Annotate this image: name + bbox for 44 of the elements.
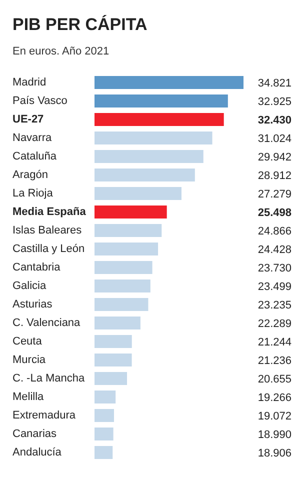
chart-title: PIB PER CÁPITA [12, 14, 148, 34]
data-label: 19.072 [258, 410, 292, 422]
data-label: 27.279 [258, 188, 292, 200]
data-label: 32.430 [258, 114, 292, 126]
y-tick-label: Madrid [12, 76, 46, 88]
y-tick-label: Canarias [12, 428, 58, 440]
y-tick-label: La Rioja [12, 188, 54, 200]
data-label: 23.730 [258, 262, 292, 274]
data-label: 22.289 [258, 318, 292, 330]
data-label: 23.499 [258, 281, 292, 293]
data-label: 23.235 [258, 300, 292, 312]
y-tick-label: Navarra [12, 132, 53, 144]
data-label: 25.498 [258, 207, 292, 219]
y-tick-label: Cataluña [12, 150, 58, 162]
data-label: 18.990 [258, 429, 292, 441]
y-tick-label: Islas Baleares [12, 224, 82, 236]
y-tick-label: UE-27 [12, 114, 44, 126]
y-tick-label: Galicia [12, 280, 48, 292]
y-tick-label: Extremadura [12, 410, 76, 422]
data-label: 19.266 [258, 392, 292, 404]
data-label: 31.024 [258, 133, 292, 145]
y-tick-label: C. -La Mancha [12, 372, 86, 384]
y-tick-label: Asturias [12, 298, 53, 310]
chart-subtitle: En euros. Año 2021 [12, 46, 110, 58]
data-label: 24.866 [258, 226, 292, 238]
data-label: 29.942 [258, 152, 292, 164]
data-label: 21.244 [258, 336, 292, 348]
y-tick-label: Media España [12, 206, 87, 218]
y-tick-label: Melilla [12, 391, 45, 403]
data-label: 28.912 [258, 170, 292, 182]
y-tick-label: Castilla y León [12, 243, 85, 255]
data-label: 24.428 [258, 244, 292, 256]
data-label: 21.236 [258, 355, 292, 367]
data-label: 32.925 [258, 96, 292, 108]
y-tick-label: Cantabria [12, 262, 62, 274]
y-tick-label: Ceuta [12, 336, 43, 348]
y-tick-label: Andalucía [12, 446, 62, 458]
data-label: 18.906 [258, 448, 292, 460]
data-label: 34.821 [258, 78, 292, 90]
y-tick-label: C. Valenciana [12, 317, 82, 329]
y-tick-label: Murcia [12, 354, 46, 366]
y-tick-label: Aragón [12, 169, 48, 181]
data-label: 20.655 [258, 374, 292, 386]
y-tick-label: País Vasco [12, 95, 68, 107]
